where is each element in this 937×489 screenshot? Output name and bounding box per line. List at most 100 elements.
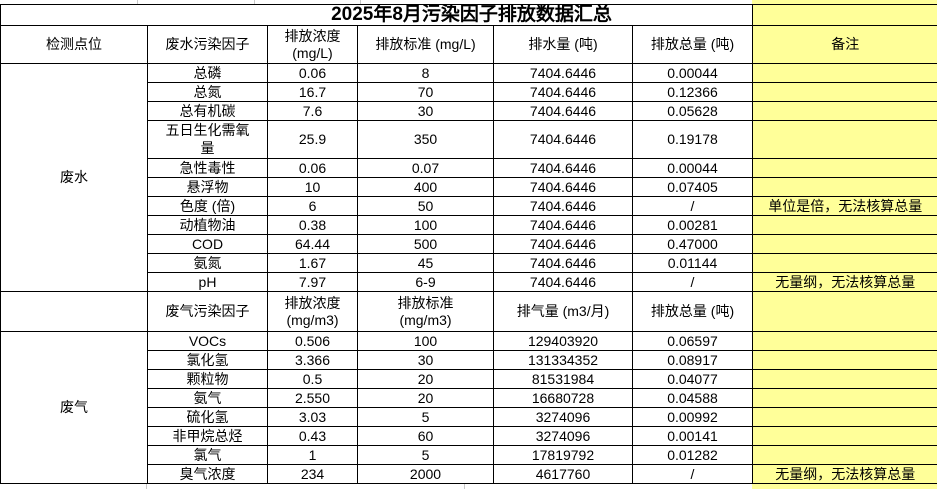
cell-factor: 色度 (倍)	[147, 196, 268, 216]
cell-standard: 45	[357, 253, 494, 273]
cell-remark: 单位是倍，无法核算总量	[752, 196, 937, 216]
cell-remark	[752, 407, 937, 427]
cell-standard: 30	[357, 101, 494, 121]
cell-volume: 7404.6446	[493, 253, 633, 273]
cell-concentration: 16.7	[267, 82, 358, 102]
cell-volume: 7404.6446	[493, 196, 633, 216]
cell-remark	[752, 445, 937, 465]
title-row: 2025年8月污染因子排放数据汇总	[0, 4, 937, 26]
cell-factor: 氯气	[147, 445, 268, 465]
cell-volume: 7404.6446	[493, 120, 633, 159]
cell-total: 0.12366	[632, 82, 753, 102]
table-row: 动植物油 0.38 100 7404.6446 0.00281	[1, 215, 937, 235]
cell-concentration: 10	[267, 177, 358, 197]
table-row: 废气 VOCs 0.506 100 129403920 0.06597	[0, 331, 937, 484]
cell-total: 0.01144	[632, 253, 753, 273]
gridline-tick	[464, 484, 465, 489]
remark-column-fill	[752, 484, 937, 489]
header-gas-volume: 排气量 (m3/月)	[493, 291, 633, 332]
cell-concentration: 1	[267, 445, 358, 465]
partial-row-below	[0, 484, 937, 489]
page-title: 2025年8月污染因子排放数据汇总	[0, 4, 753, 26]
cell-total: 0.00992	[632, 407, 753, 427]
table-row: 氯化氢 3.366 30 131334352 0.08917	[1, 350, 937, 370]
cell-concentration: 0.5	[267, 369, 358, 389]
cell-standard: 100	[357, 331, 494, 351]
cell-standard: 350	[357, 120, 494, 159]
empty-cell	[0, 291, 148, 332]
cell-factor: 臭气浓度	[147, 464, 268, 484]
gas-header-row: 废气污染因子 排放浓度 (mg/m3) 排放标准 (mg/m3) 排气量 (m3…	[0, 291, 937, 332]
cell-volume: 7404.6446	[493, 177, 633, 197]
table-row: 废水 总磷 0.06 8 7404.6446 0.00044	[0, 63, 937, 292]
table-row: 颗粒物 0.5 20 81531984 0.04077	[1, 369, 937, 389]
cell-concentration: 1.67	[267, 253, 358, 273]
cell-volume: 7404.6446	[493, 82, 633, 102]
cell-factor: 颗粒物	[147, 369, 268, 389]
gridline-tick	[146, 484, 147, 489]
cell-volume: 16680728	[493, 388, 633, 408]
cell-remark	[752, 215, 937, 235]
cell-volume: 4617760	[493, 464, 633, 484]
cell-volume: 17819792	[493, 445, 633, 465]
cell-total: 0.00044	[632, 158, 753, 178]
cell-concentration: 6	[267, 196, 358, 216]
cell-factor: 非甲烷总烃	[147, 426, 268, 446]
cell-standard: 5	[357, 407, 494, 427]
cell-factor: 悬浮物	[147, 177, 268, 197]
wastewater-header-row: 检测点位 废水污染因子 排放浓度 (mg/L) 排放标准 (mg/L) 排水量 …	[0, 25, 937, 64]
table-row: 悬浮物 10 400 7404.6446 0.07405	[1, 177, 937, 197]
cell-concentration: 0.38	[267, 215, 358, 235]
partial-row-above	[0, 0, 937, 4]
cell-volume: 131334352	[493, 350, 633, 370]
group-label-wastewater: 废水	[0, 63, 148, 292]
cell-factor: 总磷	[147, 63, 268, 83]
cell-concentration: 0.06	[267, 63, 358, 83]
group-label-gas: 废气	[0, 331, 148, 484]
table-row: 五日生化需氧量 25.9 350 7404.6446 0.19178	[1, 120, 937, 159]
cell-volume: 81531984	[493, 369, 633, 389]
cell-factor: 动植物油	[147, 215, 268, 235]
cell-concentration: 3.366	[267, 350, 358, 370]
header-remark: 备注	[752, 25, 937, 64]
header-ww-volume: 排水量 (吨)	[493, 25, 633, 64]
cell-total: 0.00281	[632, 215, 753, 235]
cell-concentration: 3.03	[267, 407, 358, 427]
header-gas-concentration: 排放浓度 (mg/m3)	[267, 291, 358, 332]
cell-standard: 100	[357, 215, 494, 235]
header-gas-factor: 废气污染因子	[147, 291, 268, 332]
cell-concentration: 234	[267, 464, 358, 484]
cell-remark	[752, 158, 937, 178]
cell-remark: 无量纲，无法核算总量	[752, 464, 937, 484]
cell-factor: 急性毒性	[147, 158, 268, 178]
cell-remark	[752, 426, 937, 446]
cell-factor: COD	[147, 234, 268, 254]
cell-total: 0.07405	[632, 177, 753, 197]
cell-total: /	[632, 464, 753, 484]
cell-remark	[752, 234, 937, 254]
cell-volume: 7404.6446	[493, 158, 633, 178]
cell-volume: 7404.6446	[493, 101, 633, 121]
cell-total: 0.00044	[632, 63, 753, 83]
cell-factor-text: 五日生化需氧量	[165, 122, 250, 156]
cell-volume: 7404.6446	[493, 272, 633, 292]
cell-factor: 五日生化需氧量	[147, 120, 268, 159]
cell-factor: VOCs	[147, 331, 268, 351]
cell-remark: 无量纲，无法核算总量	[752, 272, 937, 292]
cell-total: 0.47000	[632, 234, 753, 254]
cell-standard: 8	[357, 63, 494, 83]
cell-remark	[752, 388, 937, 408]
cell-total: 0.04588	[632, 388, 753, 408]
header-ww-standard: 排放标准 (mg/L)	[357, 25, 494, 64]
cell-standard: 2000	[357, 464, 494, 484]
remark-title-cell	[752, 4, 937, 26]
header-gas-standard: 排放标准 (mg/m3)	[357, 291, 494, 332]
gridline-tick	[137, 0, 138, 4]
cell-remark	[752, 331, 937, 351]
table-row: COD 64.44 500 7404.6446 0.47000	[1, 234, 937, 254]
cell-standard: 70	[357, 82, 494, 102]
cell-remark	[752, 369, 937, 389]
cell-total: /	[632, 272, 753, 292]
cell-remark	[752, 101, 937, 121]
